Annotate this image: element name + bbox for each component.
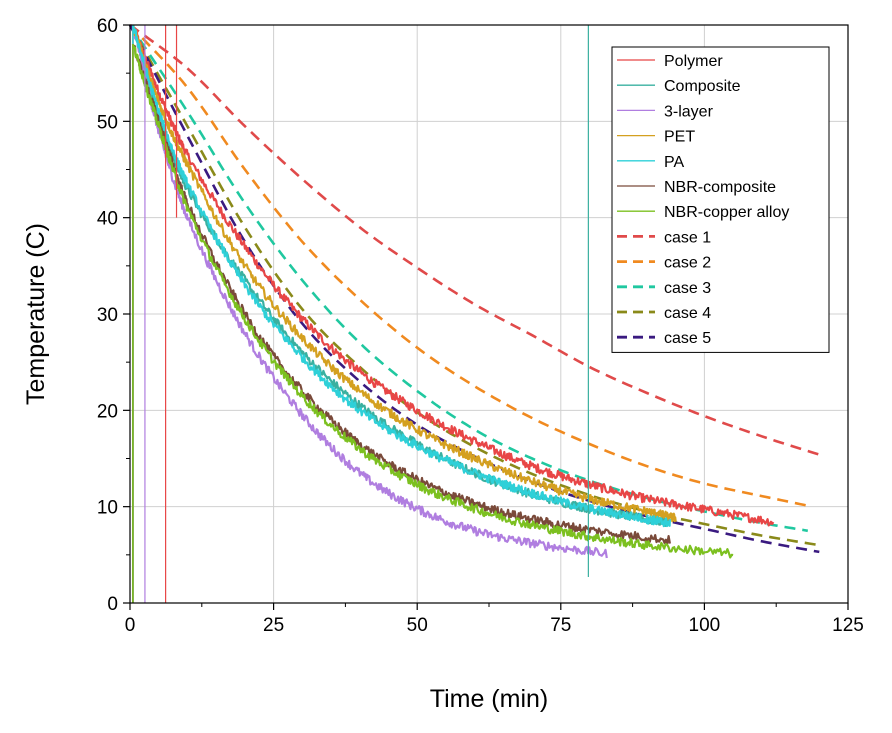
x-tick-label: 25	[263, 615, 284, 636]
series-line-nbr-copper-alloy	[131, 43, 734, 559]
legend-label-pet: PET	[664, 129, 695, 146]
measured-curves	[131, 24, 775, 603]
series-line-polymer	[131, 24, 775, 527]
legend-label-pa: PA	[664, 154, 684, 171]
legend-label-composite: Composite	[664, 78, 741, 95]
y-tick-label: 50	[97, 112, 118, 133]
x-tick-label: 125	[832, 615, 864, 636]
series-line-case-2	[129, 24, 809, 507]
legend-label-case-5: case 5	[664, 330, 711, 347]
legend-label-case-4: case 4	[664, 305, 711, 322]
y-tick-label: 20	[97, 401, 118, 422]
series-line-pet	[131, 24, 677, 523]
series-line-nbr-composite	[131, 43, 671, 545]
series-line-case-4	[128, 24, 820, 547]
y-tick-label: 10	[97, 498, 118, 519]
y-tick-label: 30	[97, 305, 118, 326]
legend-label-nbr-copper-alloy: NBR-copper alloy	[664, 204, 789, 221]
legend: Polymer Composite 3-layer PET PA NBR-composit…	[611, 46, 830, 353]
y-tick-label: 0	[107, 594, 118, 615]
x-tick-label: 100	[689, 615, 721, 636]
x-axis-ticks: 0 25 50 75 100 125	[125, 603, 864, 636]
legend-label-case-2: case 2	[664, 255, 711, 272]
series-line-3-layer	[131, 24, 608, 559]
legend-label-case-3: case 3	[664, 280, 711, 297]
x-axis-title: Time (min)	[430, 685, 549, 713]
series-line-case-1	[129, 23, 820, 456]
y-tick-label: 40	[97, 209, 118, 230]
legend-label-3-layer: 3-layer	[664, 103, 714, 120]
legend-label-polymer: Polymer	[664, 53, 723, 70]
legend-label-nbr-composite: NBR-composite	[664, 179, 776, 196]
legend-label-case-1: case 1	[664, 229, 711, 246]
y-axis-ticks: 0 10 20 30 40 50 60	[97, 16, 130, 615]
spike-annotations	[144, 25, 589, 603]
x-tick-label: 50	[407, 615, 428, 636]
x-tick-label: 75	[550, 615, 571, 636]
y-axis-title: Temperature (C)	[22, 223, 50, 405]
series-line-pa	[131, 24, 671, 528]
y-tick-label: 60	[97, 16, 118, 37]
x-tick-label: 0	[125, 615, 136, 636]
legend-box	[611, 46, 830, 353]
